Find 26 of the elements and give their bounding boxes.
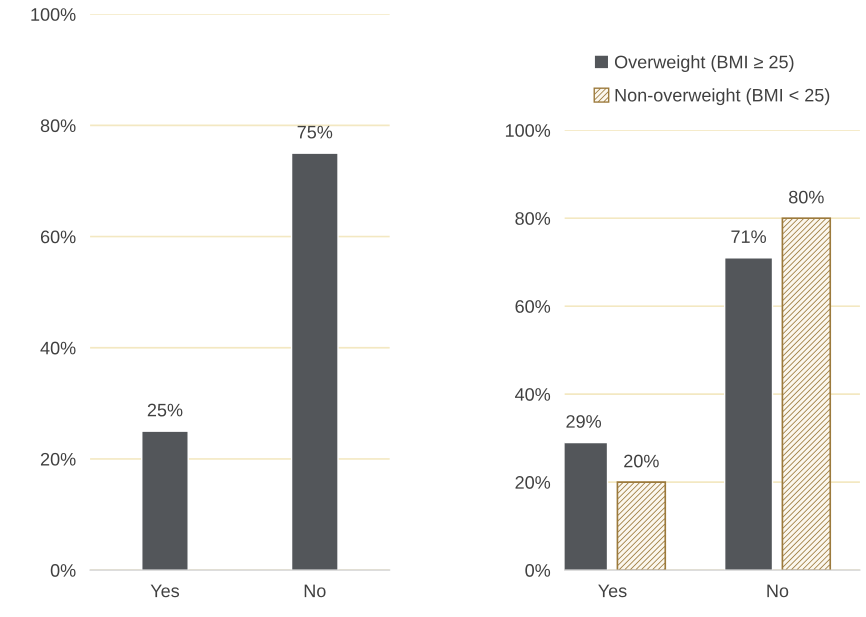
y-tick-label: 0%: [50, 564, 76, 577]
bar: [782, 217, 832, 570]
x-tick-label: Yes: [598, 584, 627, 598]
data-label: 29%: [566, 415, 602, 428]
y-tick-label: 80%: [40, 119, 76, 132]
data-label: 80%: [789, 190, 824, 204]
data-label: 71%: [731, 230, 766, 244]
x-tick-label: No: [767, 584, 788, 598]
bar: [616, 481, 666, 570]
y-tick-label: 40%: [40, 342, 76, 354]
y-tick-label: 100%: [31, 8, 76, 21]
y-tick-label: 20%: [516, 476, 550, 489]
y-tick-label: 60%: [40, 230, 76, 244]
y-tick-label: 100%: [506, 124, 550, 137]
x-tick-label: No: [304, 584, 326, 598]
y-tick-label: 80%: [515, 212, 550, 225]
data-label: 75%: [298, 126, 332, 138]
legend-label: Overweight (BMI ≥ 25): [614, 55, 794, 72]
data-label: 20%: [624, 454, 659, 468]
y-tick-label: 20%: [40, 452, 76, 466]
data-label: 25%: [148, 404, 182, 416]
x-tick-label: Yes: [150, 584, 180, 598]
legend-label: Non-overweight (BMI < 25): [616, 88, 830, 106]
y-tick-label: 40%: [515, 388, 550, 401]
y-tick-label: 60%: [516, 300, 550, 313]
y-tick-label: 0%: [525, 564, 550, 577]
